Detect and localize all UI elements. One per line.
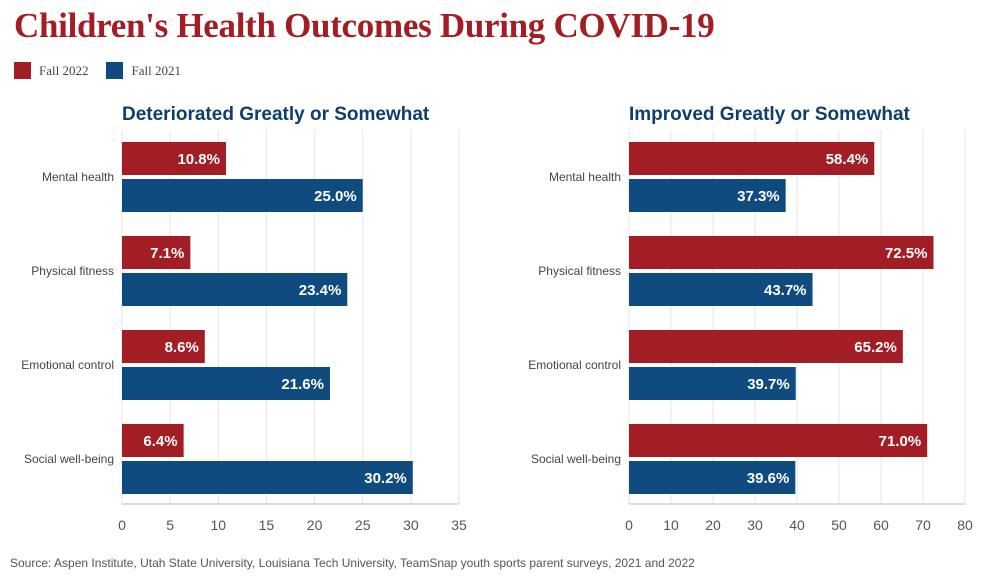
improved-category-label-mental-health: Mental health bbox=[549, 170, 621, 184]
deteriorated-category-label-emotional-control: Emotional control bbox=[21, 358, 114, 372]
deteriorated-category-label-physical-fitness: Physical fitness bbox=[31, 264, 114, 278]
deteriorated-bar-emotional-control-fall-2021 bbox=[122, 367, 330, 400]
deteriorated-data-label-emotional-control-fall-2021: 21.6% bbox=[281, 376, 324, 393]
deteriorated-data-label-mental-health-fall-2022: 10.8% bbox=[177, 151, 220, 168]
source-note: Source: Aspen Institute, Utah State Univ… bbox=[10, 556, 695, 570]
improved-bar-mental-health-fall-2022 bbox=[629, 142, 875, 175]
deteriorated-tick-label-20: 20 bbox=[307, 517, 323, 533]
deteriorated-data-label-mental-health-fall-2021: 25.0% bbox=[314, 188, 357, 205]
deteriorated-bar-physical-fitness-fall-2022 bbox=[122, 236, 191, 269]
improved-tick-label-40: 40 bbox=[789, 517, 805, 533]
deteriorated-tick-label-25: 25 bbox=[355, 517, 371, 533]
legend-swatch-fall-2022 bbox=[14, 62, 31, 79]
improved-tick-label-80: 80 bbox=[957, 517, 973, 533]
legend-item-fall-2021: Fall 2021 bbox=[106, 62, 181, 79]
improved-data-label-physical-fitness-fall-2022: 72.5% bbox=[885, 245, 928, 262]
legend-item-fall-2022: Fall 2022 bbox=[14, 62, 88, 79]
deteriorated-category-label-mental-health: Mental health bbox=[42, 170, 114, 184]
deteriorated-data-label-social-well-being-fall-2022: 6.4% bbox=[143, 433, 177, 450]
improved-tick-label-30: 30 bbox=[747, 517, 763, 533]
improved-tick-label-50: 50 bbox=[831, 517, 847, 533]
improved-data-label-mental-health-fall-2022: 58.4% bbox=[826, 151, 869, 168]
deteriorated-panel-title: Deteriorated Greatly or Somewhat bbox=[122, 104, 430, 125]
chart-canvas: Deteriorated Greatly or Somewhat 0 5 10 15 20… bbox=[21, 104, 973, 533]
legend-swatch-fall-2021 bbox=[106, 62, 124, 79]
improved-data-label-social-well-being-fall-2021: 39.6% bbox=[747, 470, 790, 487]
deteriorated-tick-label-15: 15 bbox=[259, 517, 275, 533]
legend-label-fall-2022: Fall 2022 bbox=[39, 62, 89, 78]
improved-data-label-emotional-control-fall-2021: 39.7% bbox=[747, 376, 790, 393]
improved-bar-emotional-control-fall-2021 bbox=[629, 367, 796, 400]
deteriorated-tick-label-35: 35 bbox=[451, 517, 467, 533]
deteriorated-data-label-social-well-being-fall-2021: 30.2% bbox=[364, 470, 407, 487]
improved-bar-social-well-being-fall-2021 bbox=[629, 461, 796, 494]
improved-data-label-social-well-being-fall-2022: 71.0% bbox=[879, 433, 922, 450]
improved-bar-physical-fitness-fall-2022 bbox=[629, 236, 934, 269]
deteriorated-data-label-physical-fitness-fall-2022: 7.1% bbox=[150, 245, 184, 262]
improved-tick-label-70: 70 bbox=[915, 517, 931, 533]
improved-category-label-social-well-being: Social well-being bbox=[531, 452, 621, 466]
deteriorated-bar-physical-fitness-fall-2021 bbox=[122, 273, 348, 306]
deteriorated-tick-label-30: 30 bbox=[403, 517, 419, 533]
deteriorated-data-label-emotional-control-fall-2022: 8.6% bbox=[165, 339, 199, 356]
improved-category-label-physical-fitness: Physical fitness bbox=[538, 264, 621, 278]
improved-panel-title: Improved Greatly or Somewhat bbox=[629, 104, 911, 125]
improved-bar-social-well-being-fall-2022 bbox=[629, 424, 928, 457]
legend-label-fall-2021: Fall 2021 bbox=[131, 62, 181, 78]
deteriorated-bar-social-well-being-fall-2021 bbox=[122, 461, 413, 494]
legend: Fall 2022 Fall 2021 bbox=[14, 62, 199, 79]
improved-tick-label-10: 10 bbox=[663, 517, 679, 533]
deteriorated-tick-label-0: 0 bbox=[118, 517, 126, 533]
deteriorated-bar-mental-health-fall-2022 bbox=[122, 142, 226, 175]
deteriorated-bar-mental-health-fall-2021 bbox=[122, 179, 363, 212]
chart-title: Children's Health Outcomes During COVID-… bbox=[14, 6, 715, 45]
improved-tick-label-0: 0 bbox=[625, 517, 633, 533]
deteriorated-tick-label-5: 5 bbox=[166, 517, 174, 533]
improved-bar-emotional-control-fall-2022 bbox=[629, 330, 903, 363]
improved-bar-mental-health-fall-2021 bbox=[629, 179, 786, 212]
improved-data-label-mental-health-fall-2021: 37.3% bbox=[737, 188, 780, 205]
deteriorated-category-label-social-well-being: Social well-being bbox=[24, 452, 114, 466]
deteriorated-data-label-physical-fitness-fall-2021: 23.4% bbox=[299, 282, 342, 299]
improved-category-label-emotional-control: Emotional control bbox=[528, 358, 621, 372]
deteriorated-tick-label-10: 10 bbox=[210, 517, 226, 533]
improved-data-label-physical-fitness-fall-2021: 43.7% bbox=[764, 282, 807, 299]
improved-data-label-emotional-control-fall-2022: 65.2% bbox=[854, 339, 897, 356]
deteriorated-bar-social-well-being-fall-2022 bbox=[122, 424, 184, 457]
improved-tick-label-60: 60 bbox=[873, 517, 889, 533]
improved-tick-label-20: 20 bbox=[705, 517, 721, 533]
improved-bar-physical-fitness-fall-2021 bbox=[629, 273, 813, 306]
deteriorated-bar-emotional-control-fall-2022 bbox=[122, 330, 205, 363]
